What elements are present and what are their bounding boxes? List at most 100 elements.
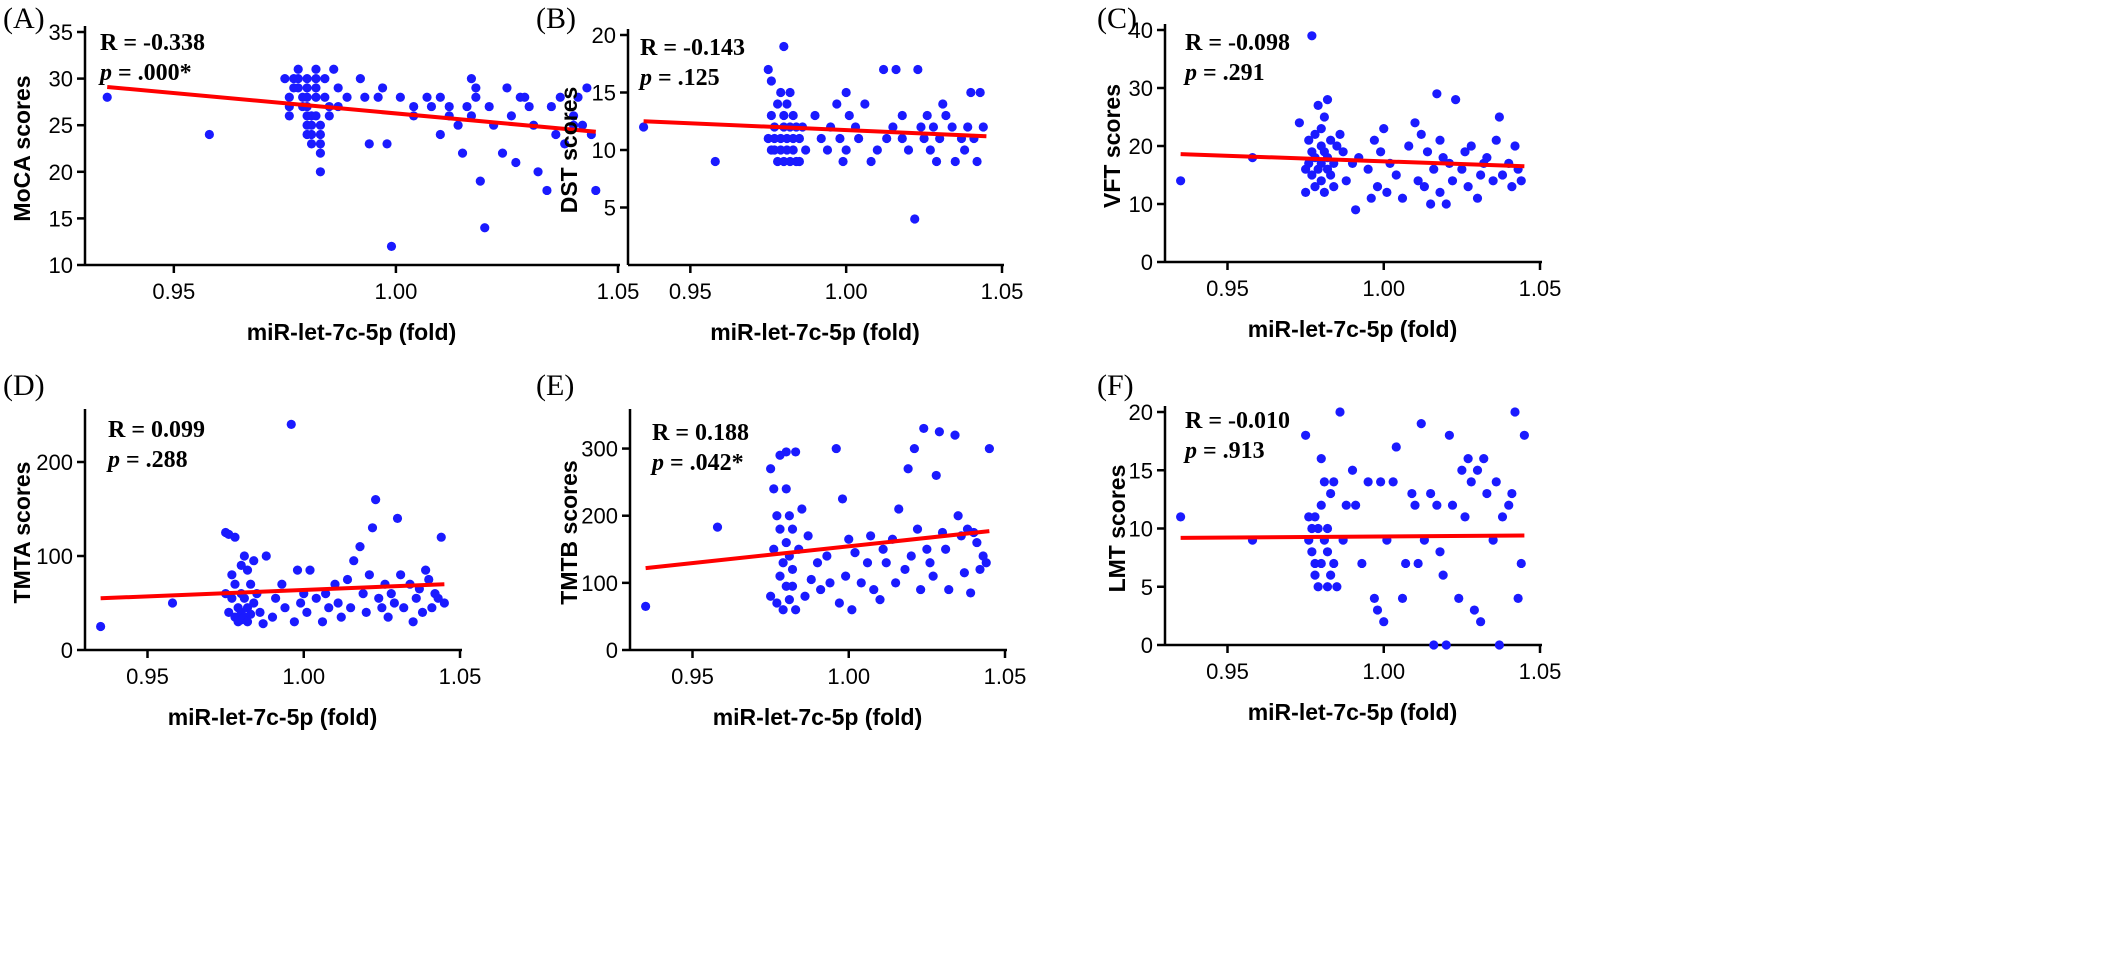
data-point (1369, 135, 1379, 145)
data-point (1460, 512, 1470, 522)
data-point (1366, 193, 1376, 203)
data-point (919, 133, 929, 144)
data-point (1326, 135, 1336, 145)
data-point (1335, 407, 1345, 417)
data-point (1407, 488, 1417, 499)
data-point (1516, 558, 1526, 569)
data-point (261, 551, 271, 561)
data-point (1416, 129, 1426, 139)
data-point (568, 111, 579, 121)
data-point (766, 110, 776, 121)
x-tick-label: 0.95 (1206, 659, 1249, 684)
data-point (433, 593, 443, 603)
data-point (1304, 158, 1314, 168)
correlation-r: R = -0.010 (1185, 408, 1290, 434)
data-point (471, 92, 481, 102)
data-point (582, 83, 592, 93)
data-point (377, 83, 388, 93)
data-point (1379, 124, 1389, 134)
data-point (424, 574, 434, 585)
x-tick-label: 0.95 (126, 664, 169, 689)
data-point (1494, 112, 1504, 122)
x-axis-label: miR-let-7c-5p (fold) (710, 319, 920, 345)
data-point (638, 122, 649, 132)
data-point (1476, 170, 1486, 180)
data-point (1447, 176, 1458, 186)
y-axis-label: DST scores (556, 87, 582, 214)
data-point (903, 464, 913, 474)
data-point (506, 111, 516, 121)
data-point (1441, 640, 1451, 650)
data-point (900, 564, 910, 575)
data-point (953, 511, 963, 521)
data-point (1413, 176, 1423, 186)
data-point (311, 74, 321, 84)
data-point (1316, 454, 1326, 464)
data-point (779, 110, 789, 121)
y-tick-label: 10 (592, 138, 616, 163)
data-point (1429, 164, 1439, 174)
data-point (856, 578, 866, 588)
data-point (1329, 558, 1339, 569)
data-point (1347, 465, 1358, 475)
data-point (560, 139, 570, 149)
x-axis-label: miR-let-7c-5p (fold) (713, 704, 923, 730)
data-point (302, 83, 312, 93)
data-point (781, 447, 791, 457)
data-point (311, 593, 321, 603)
data-point (267, 612, 278, 622)
data-point (1307, 31, 1317, 41)
data-point (922, 110, 932, 121)
data-point (881, 558, 891, 568)
p-value-text: = .913 (1197, 438, 1265, 464)
data-point (909, 443, 919, 454)
data-point (837, 494, 848, 504)
data-point (910, 214, 920, 224)
data-point (421, 565, 431, 575)
data-point (975, 87, 985, 98)
data-point (342, 574, 353, 585)
data-point (769, 544, 779, 554)
data-point (931, 470, 941, 481)
y-tick-label: 15 (592, 81, 616, 106)
data-point (832, 99, 842, 109)
data-point (776, 87, 786, 98)
data-point (1391, 442, 1401, 452)
data-point (311, 111, 321, 121)
data-point (1432, 89, 1442, 99)
data-point (1313, 523, 1323, 534)
data-point (844, 534, 854, 544)
data-point (778, 558, 788, 568)
panel-letter: (D) (3, 369, 45, 402)
data-point (1438, 570, 1448, 580)
data-point (306, 120, 317, 130)
data-point (1497, 512, 1508, 522)
data-point (787, 581, 798, 591)
data-point (1338, 147, 1348, 157)
data-point (524, 101, 534, 112)
data-point (1466, 141, 1476, 151)
data-point (296, 598, 306, 608)
y-axis-label: MoCA scores (9, 75, 35, 221)
data-point (903, 145, 914, 155)
data-point (1463, 182, 1473, 192)
x-tick-label: 0.95 (669, 279, 712, 304)
data-point (1482, 488, 1492, 499)
data-point (1429, 640, 1439, 650)
data-point (800, 591, 810, 601)
panel-letter: (B) (536, 2, 576, 35)
data-point (411, 593, 421, 603)
data-point (271, 593, 281, 603)
data-point (1516, 176, 1526, 186)
data-point (781, 537, 791, 548)
data-point (778, 605, 788, 615)
data-point (302, 92, 312, 102)
data-point (938, 99, 948, 109)
data-point (1438, 153, 1448, 163)
data-point (891, 64, 901, 75)
data-point (791, 447, 801, 457)
data-point (408, 617, 418, 627)
data-point (1451, 95, 1461, 105)
x-tick-label: 1.05 (597, 279, 640, 304)
